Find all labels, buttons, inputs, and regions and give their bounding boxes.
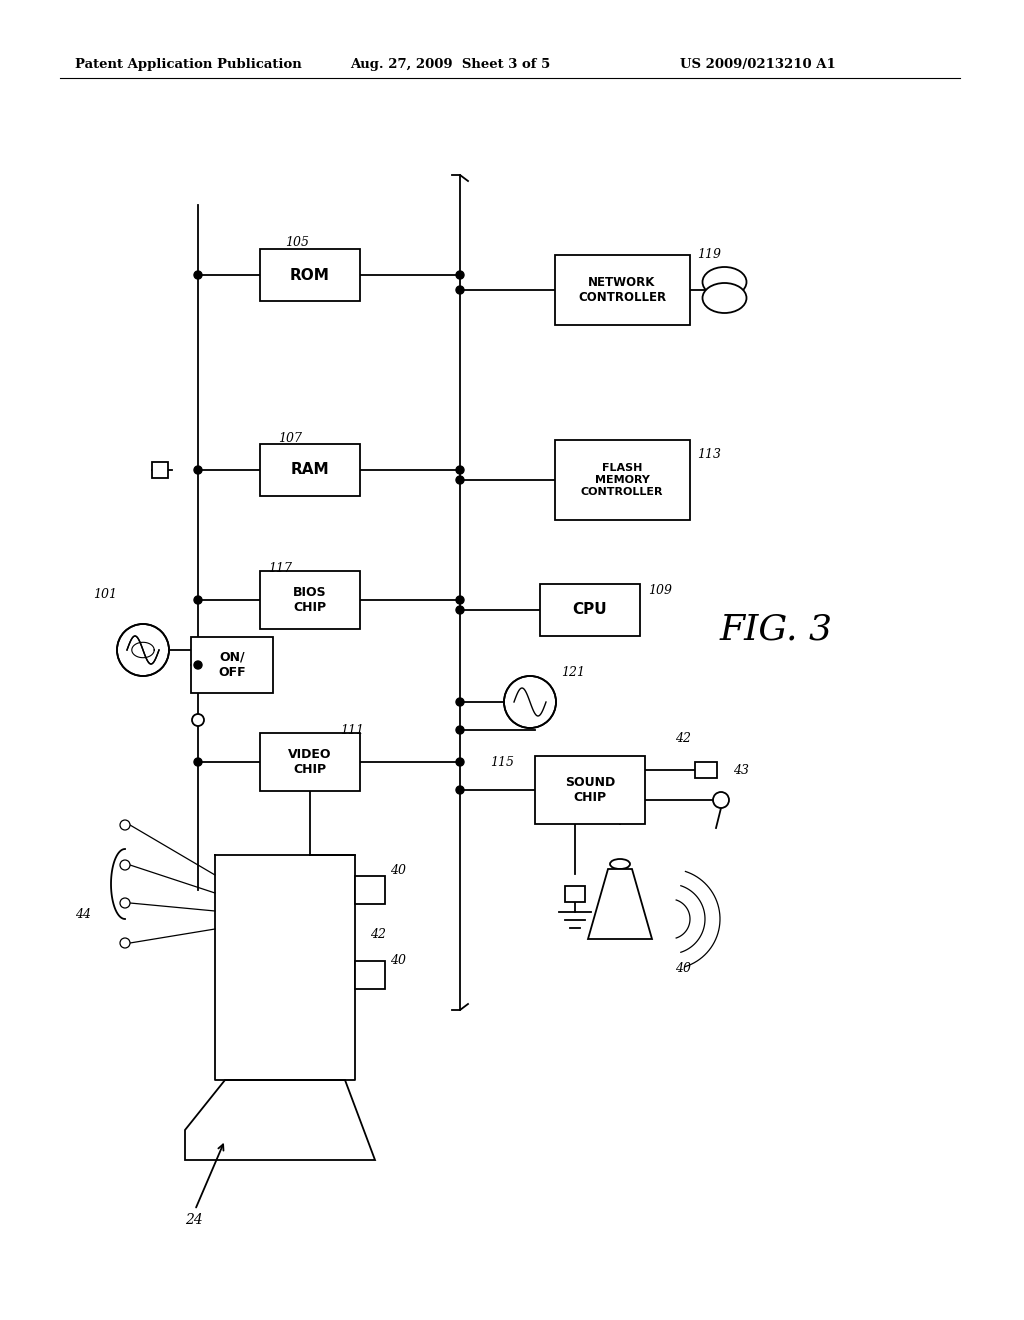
Circle shape [120,898,130,908]
Text: 107: 107 [278,432,302,445]
Text: NETWORK
CONTROLLER: NETWORK CONTROLLER [578,276,666,304]
Text: 24: 24 [185,1213,203,1228]
Circle shape [456,698,464,706]
Bar [355,961,385,989]
Ellipse shape [702,282,746,313]
Text: 40: 40 [390,954,406,968]
Circle shape [456,606,464,614]
Text: 40: 40 [390,863,406,876]
Circle shape [117,624,169,676]
Circle shape [456,785,464,795]
Text: CPU: CPU [572,602,607,618]
Circle shape [456,477,464,484]
Text: SOUND
CHIP: SOUND CHIP [565,776,615,804]
Circle shape [456,271,464,279]
Text: 101: 101 [93,589,117,602]
Circle shape [119,626,167,675]
Circle shape [194,661,202,669]
Text: 119: 119 [697,248,722,261]
Circle shape [456,726,464,734]
Bar [555,255,689,325]
Circle shape [456,466,464,474]
Text: 40: 40 [675,962,691,975]
Bar [695,762,717,777]
Circle shape [194,271,202,279]
Text: 42: 42 [370,928,386,941]
Bar [260,444,360,496]
Circle shape [194,597,202,605]
Text: 117: 117 [268,561,292,574]
Circle shape [120,861,130,870]
Text: BIOS
CHIP: BIOS CHIP [293,586,327,614]
Circle shape [713,792,729,808]
Text: 113: 113 [697,449,722,462]
Text: 44: 44 [75,908,91,920]
Circle shape [456,758,464,766]
Text: Aug. 27, 2009  Sheet 3 of 5: Aug. 27, 2009 Sheet 3 of 5 [350,58,550,71]
Circle shape [120,939,130,948]
Text: RAM: RAM [291,462,330,478]
Text: FLASH
MEMORY
CONTROLLER: FLASH MEMORY CONTROLLER [581,463,664,496]
Text: VIDEO
CHIP: VIDEO CHIP [288,748,332,776]
Text: US 2009/0213210 A1: US 2009/0213210 A1 [680,58,836,71]
Text: 105: 105 [285,236,309,249]
Bar [540,583,640,636]
Circle shape [120,820,130,830]
Text: FIG. 3: FIG. 3 [720,612,833,647]
Bar [260,733,360,791]
Circle shape [194,466,202,474]
Text: 111: 111 [340,723,364,737]
Text: 121: 121 [561,665,585,678]
Bar [152,462,168,478]
Polygon shape [185,1080,375,1160]
Polygon shape [588,869,652,939]
Circle shape [194,758,202,766]
Text: ROM: ROM [290,268,330,282]
Text: 42: 42 [675,731,691,744]
Circle shape [504,676,556,729]
Bar [535,756,645,824]
Bar [260,249,360,301]
Circle shape [456,286,464,294]
Ellipse shape [702,267,746,297]
Bar [565,886,585,902]
Text: 109: 109 [648,583,672,597]
Bar [355,876,385,904]
Text: 43: 43 [733,763,749,776]
Bar [260,572,360,630]
Text: Patent Application Publication: Patent Application Publication [75,58,302,71]
Text: 115: 115 [490,755,514,768]
Circle shape [456,597,464,605]
Bar [191,638,273,693]
Bar [555,440,689,520]
Circle shape [193,714,204,726]
Ellipse shape [610,859,630,869]
Text: ON/
OFF: ON/ OFF [218,651,246,678]
